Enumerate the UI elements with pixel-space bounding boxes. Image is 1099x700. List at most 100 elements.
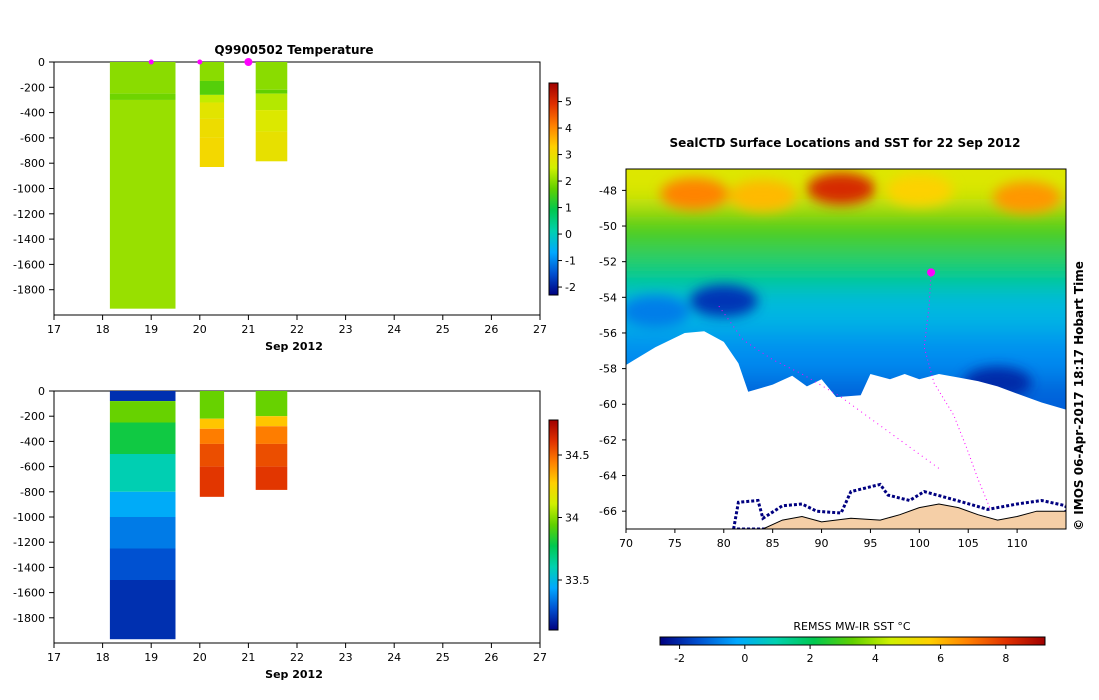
temperature-colorbar-tick-label: 5 — [565, 96, 572, 109]
salinity-profile-1-segment-4 — [199, 466, 225, 497]
salinity-colorbar-tick-label: 34 — [565, 512, 579, 525]
temperature-colorbar-tick-label: -2 — [565, 281, 576, 294]
salinity-x-tick-label: 22 — [290, 651, 304, 664]
temperature-x-axis: 17 18 19 20 21 22 23 24 25 26 27 — [47, 315, 547, 336]
sst-colorbar-tick-label: 6 — [937, 652, 944, 665]
salinity-y-tick-label: -1200 — [13, 536, 45, 549]
map-x-tick-label: 70 — [619, 537, 633, 550]
sst-colorbar-tick-label: 4 — [872, 652, 879, 665]
map-x-tick-label: 90 — [815, 537, 829, 550]
sst-band — [626, 252, 1066, 289]
temperature-x-tick-label: 25 — [436, 323, 450, 336]
imos-timestamp-label: © IMOS 06-Apr-2017 18:17 Hobart Time — [1072, 261, 1086, 531]
sst-patch — [660, 177, 729, 210]
sst-patch — [626, 295, 690, 328]
temperature-profile-2-segment-1 — [255, 89, 288, 94]
salinity-panel: 17 18 19 20 21 22 23 24 25 26 27 0 -200 -400 -600 -800… — [13, 385, 589, 681]
temperature-x-tick-label: 21 — [241, 323, 255, 336]
map-y-tick-label: -54 — [599, 291, 617, 304]
seal-position-marker — [927, 268, 936, 277]
salinity-x-tick-label: 26 — [484, 651, 498, 664]
salinity-x-tick-label: 17 — [47, 651, 61, 664]
map-x-tick-label: 80 — [717, 537, 731, 550]
salinity-y-tick-label: 0 — [38, 385, 45, 398]
salinity-profile-2-segment-3 — [255, 443, 288, 467]
temperature-y-tick-label: -600 — [20, 132, 45, 145]
map-x-tick-label: 105 — [958, 537, 979, 550]
antarctic-land — [626, 503, 1066, 529]
map-y-tick-label: -66 — [599, 505, 617, 518]
sst-band — [626, 208, 1066, 253]
temperature-x-tick-label: 23 — [339, 323, 353, 336]
sst-map-title: SealCTD Surface Locations and SST for 22… — [670, 136, 1021, 150]
salinity-y-tick-label: -1000 — [13, 511, 45, 524]
temperature-x-tick-label: 26 — [484, 323, 498, 336]
map-y-tick-label: -48 — [599, 184, 617, 197]
temperature-colorbar-tick-label: 3 — [565, 149, 572, 162]
sst-patch — [885, 174, 954, 207]
temperature-profile-0-segment-1 — [109, 93, 176, 100]
salinity-x-tick-label: 23 — [339, 651, 353, 664]
temperature-y-tick-label: -1200 — [13, 208, 45, 221]
salinity-profile-0-segment-2 — [109, 422, 176, 454]
map-x-tick-label: 95 — [863, 537, 877, 550]
temperature-y-tick-label: -800 — [20, 157, 45, 170]
temperature-y-tick-label: -400 — [20, 107, 45, 120]
map-x-tick-label: 100 — [909, 537, 930, 550]
temperature-x-tick-label: 19 — [144, 323, 158, 336]
salinity-x-tick-label: 18 — [96, 651, 110, 664]
temperature-profile-1-segment-2 — [199, 94, 225, 103]
salinity-x-axis: 17 18 19 20 21 22 23 24 25 26 27 — [47, 643, 547, 664]
temperature-colorbar — [548, 82, 559, 296]
temperature-y-tick-label: -1000 — [13, 183, 45, 196]
surface-marker — [148, 59, 154, 65]
salinity-profiles — [109, 391, 288, 640]
sst-colorbar-ticks: -2 0 2 4 6 8 — [674, 645, 1009, 665]
temperature-profile-1-segment-3 — [199, 102, 225, 119]
salinity-y-tick-label: -200 — [20, 410, 45, 423]
temperature-colorbar-tick-label: 1 — [565, 202, 572, 215]
temperature-profile-1-segment-1 — [199, 80, 225, 95]
temperature-x-tick-label: 27 — [533, 323, 547, 336]
map-y-tick-label: -50 — [599, 220, 617, 233]
salinity-profile-0-segment-6 — [109, 548, 176, 580]
salinity-y-tick-label: -400 — [20, 435, 45, 448]
temperature-x-tick-label: 17 — [47, 323, 61, 336]
salinity-profile-0-segment-3 — [109, 454, 176, 492]
salinity-x-tick-label: 21 — [241, 651, 255, 664]
salinity-profile-1-segment-0 — [199, 391, 225, 419]
temperature-y-tick-label: -1600 — [13, 258, 45, 271]
map-y-tick-label: -58 — [599, 363, 617, 376]
temperature-profile-1-segment-5 — [199, 137, 225, 167]
map-x-tick-label: 110 — [1007, 537, 1028, 550]
salinity-x-label: Sep 2012 — [265, 668, 323, 681]
salinity-profile-0-segment-1 — [109, 401, 176, 423]
temperature-title: Q9900502 Temperature — [214, 43, 373, 57]
sst-colorbar-tick-label: -2 — [674, 652, 685, 665]
map-x-tick-label: 85 — [766, 537, 780, 550]
temperature-y-tick-label: -1400 — [13, 233, 45, 246]
temperature-profile-2-segment-2 — [255, 93, 288, 111]
temperature-colorbar-tick-label: 0 — [565, 228, 572, 241]
salinity-profile-2-segment-2 — [255, 426, 288, 444]
map-y-tick-label: -64 — [599, 470, 617, 483]
temperature-x-tick-label: 22 — [290, 323, 304, 336]
salinity-profile-2-segment-0 — [255, 391, 288, 417]
salinity-profile-0-segment-5 — [109, 517, 176, 549]
temperature-x-tick-label: 24 — [387, 323, 401, 336]
map-y-tick-label: -56 — [599, 327, 617, 340]
salinity-profile-1-segment-2 — [199, 428, 225, 444]
temperature-profiles — [109, 62, 288, 309]
sst-colorbar-label: REMSS MW-IR SST °C — [793, 620, 911, 633]
sst-map-area — [626, 169, 1066, 529]
salinity-colorbar-tick-label: 34.5 — [565, 449, 590, 462]
temperature-profile-2-segment-3 — [255, 110, 288, 132]
salinity-profile-0-segment-0 — [109, 391, 176, 402]
temperature-y-tick-label: -200 — [20, 81, 45, 94]
temperature-y-tick-label: 0 — [38, 56, 45, 69]
salinity-x-tick-label: 20 — [193, 651, 207, 664]
salinity-profile-0-segment-4 — [109, 491, 176, 517]
temperature-profile-2-segment-4 — [255, 131, 288, 162]
salinity-colorbar — [548, 419, 559, 631]
sst-map-frame — [625, 168, 1067, 530]
